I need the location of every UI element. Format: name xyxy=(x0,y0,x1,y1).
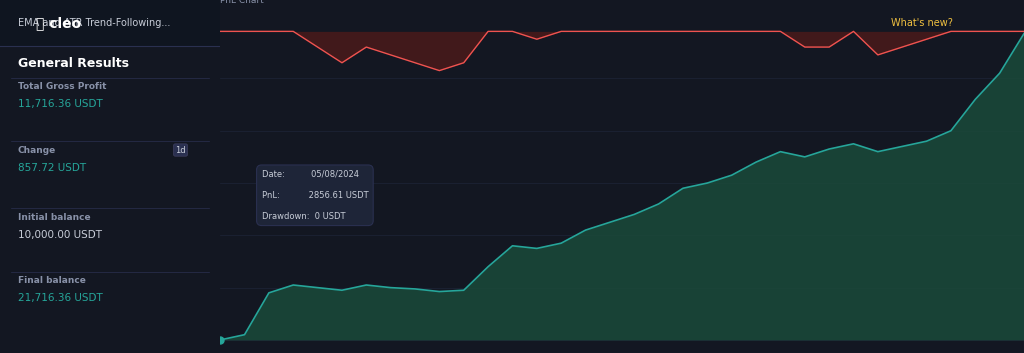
Text: Ⓞ cleo: Ⓞ cleo xyxy=(36,16,81,30)
FancyBboxPatch shape xyxy=(0,0,220,46)
Text: What's new?: What's new? xyxy=(891,18,952,28)
Text: 857.72 USDT: 857.72 USDT xyxy=(17,163,86,173)
Text: Total Gross Profit: Total Gross Profit xyxy=(17,82,106,91)
Text: 21,716.36 USDT: 21,716.36 USDT xyxy=(17,293,102,303)
Text: PnL Chart: PnL Chart xyxy=(220,0,264,5)
Text: 11,716.36 USDT: 11,716.36 USDT xyxy=(17,99,102,109)
Text: Date:          05/08/2024

PnL:           2856.61 USDT

Drawdown:  0 USDT: Date: 05/08/2024 PnL: 2856.61 USDT Drawd… xyxy=(261,170,369,221)
Text: 10,000.00 USDT: 10,000.00 USDT xyxy=(17,230,101,240)
Text: Initial balance: Initial balance xyxy=(17,213,90,222)
Text: Change: Change xyxy=(17,145,56,155)
Text: 1d: 1d xyxy=(175,145,185,155)
Text: Final balance: Final balance xyxy=(17,276,85,285)
Text: General Results: General Results xyxy=(17,57,129,70)
Text: EMA and ATR Trend-Following...: EMA and ATR Trend-Following... xyxy=(17,18,170,28)
